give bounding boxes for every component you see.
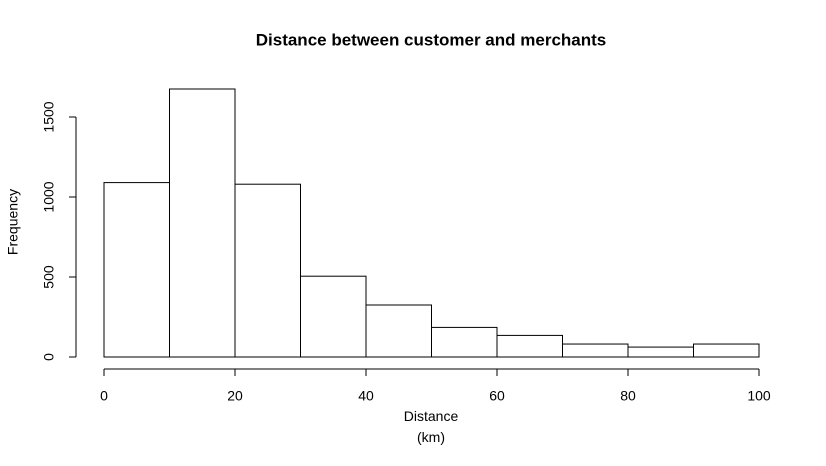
y-axis-label: Frequency [5, 189, 21, 255]
bar [365, 304, 432, 358]
bar [431, 326, 498, 358]
bar [300, 275, 367, 358]
x-tick-label: 100 [747, 388, 771, 404]
y-tick-label: 0 [41, 353, 57, 361]
bar [562, 343, 629, 358]
y-tick-label: 1500 [41, 101, 57, 132]
x-tick-label: 60 [489, 388, 505, 404]
bar [496, 334, 563, 358]
y-tick-label: 500 [41, 265, 57, 289]
x-tick-label: 0 [100, 388, 108, 404]
x-tick-label: 20 [227, 388, 243, 404]
x-tick-label: 40 [358, 388, 374, 404]
chart-title: Distance between customer and merchants [256, 30, 607, 49]
bar [693, 343, 760, 358]
bar [234, 183, 301, 358]
y-tick-label: 1000 [41, 181, 57, 212]
bar [103, 182, 170, 358]
bar [627, 346, 694, 358]
x-axis-label: Distance (km) [403, 408, 459, 445]
x-tick-label: 80 [620, 388, 636, 404]
bar [169, 88, 236, 358]
